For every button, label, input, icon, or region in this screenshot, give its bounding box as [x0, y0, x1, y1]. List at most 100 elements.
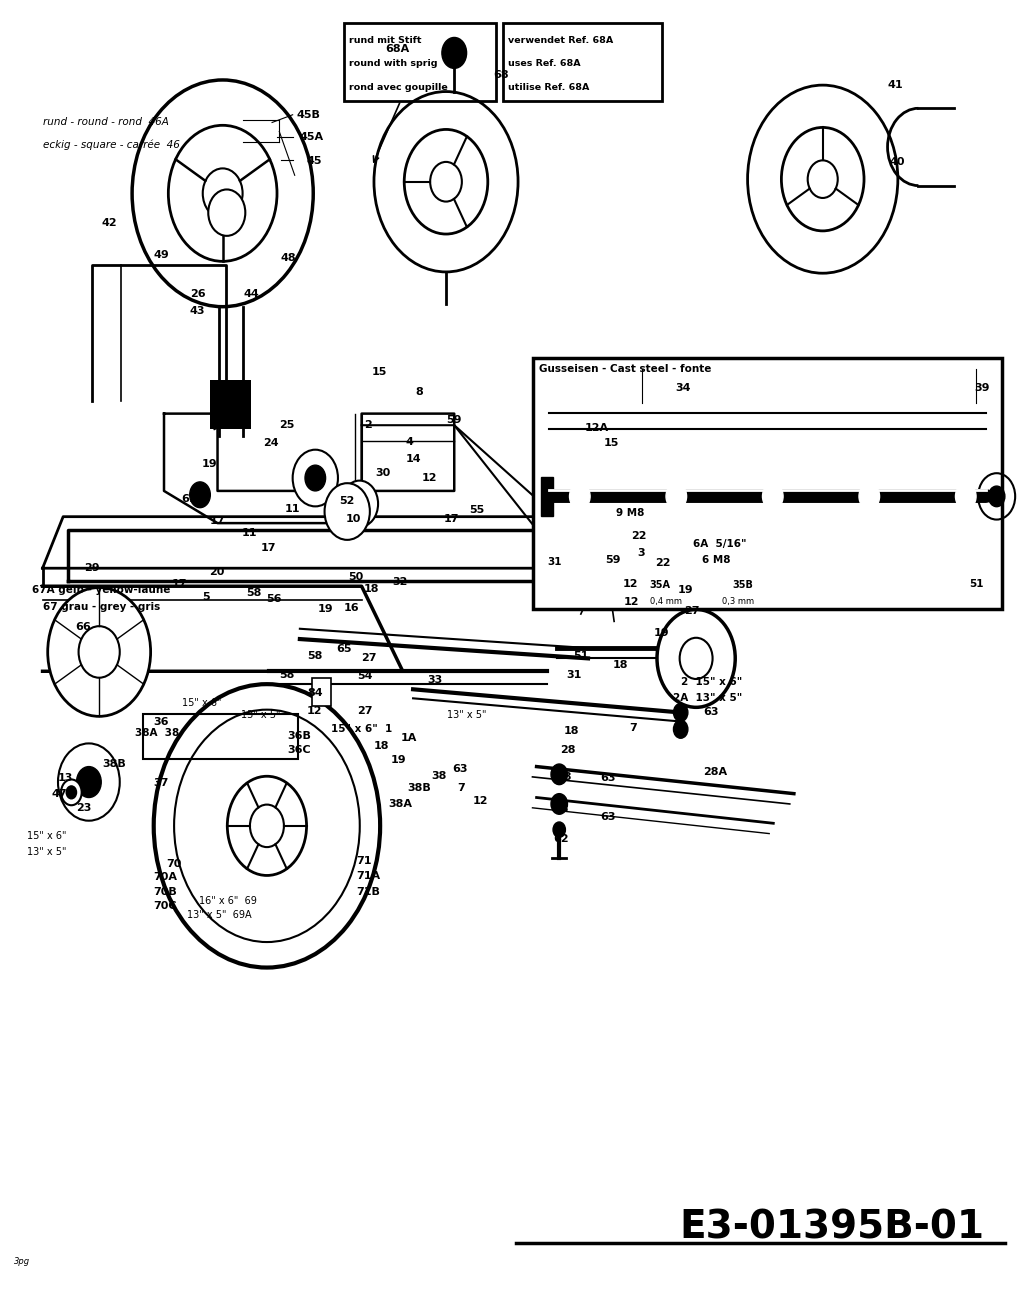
Text: 10: 10 — [346, 514, 361, 524]
Text: 35B: 35B — [732, 580, 753, 590]
Circle shape — [989, 487, 1005, 506]
Text: 2  15" x 6": 2 15" x 6" — [681, 676, 742, 687]
Text: rund - round - rond  46A: rund - round - rond 46A — [42, 117, 168, 128]
Circle shape — [47, 587, 151, 717]
Text: 4: 4 — [406, 436, 414, 447]
Text: 38B: 38B — [102, 759, 126, 769]
Text: 71B: 71B — [356, 887, 381, 896]
Circle shape — [227, 776, 307, 875]
Circle shape — [305, 465, 325, 491]
Text: 27: 27 — [357, 706, 373, 717]
Text: 18: 18 — [563, 726, 579, 736]
Text: 28A: 28A — [704, 767, 728, 777]
Text: 59: 59 — [446, 416, 461, 425]
Text: 19: 19 — [318, 604, 333, 615]
Text: round with sprig: round with sprig — [349, 59, 438, 68]
Text: 16: 16 — [344, 603, 360, 613]
Text: 13" x 5"  69A: 13" x 5" 69A — [187, 910, 251, 919]
Text: 45B: 45B — [297, 110, 321, 120]
Text: 7: 7 — [630, 723, 637, 733]
Bar — [541, 478, 553, 515]
Text: eckig - square - carrée  46: eckig - square - carrée 46 — [42, 139, 180, 150]
Text: 48: 48 — [281, 253, 296, 263]
Text: 36C: 36C — [288, 745, 311, 755]
Text: 7: 7 — [457, 784, 465, 794]
Circle shape — [208, 190, 246, 236]
Circle shape — [202, 168, 243, 218]
Text: 0,3 mm: 0,3 mm — [721, 598, 754, 607]
Text: 63: 63 — [704, 707, 719, 718]
Circle shape — [763, 484, 783, 509]
Text: 18: 18 — [554, 804, 570, 815]
Text: 12: 12 — [308, 706, 323, 717]
Text: 13" x 5": 13" x 5" — [27, 847, 67, 857]
Text: 63: 63 — [601, 812, 616, 822]
Text: 23: 23 — [76, 803, 92, 813]
Text: uses Ref. 68A: uses Ref. 68A — [508, 59, 580, 68]
Text: 41: 41 — [888, 80, 903, 90]
Text: 66: 66 — [75, 622, 91, 633]
Text: 37: 37 — [154, 778, 169, 789]
Circle shape — [430, 161, 462, 201]
Circle shape — [341, 480, 378, 527]
Text: 5: 5 — [202, 591, 209, 602]
Text: verwendet Ref. 68A: verwendet Ref. 68A — [508, 36, 613, 45]
Text: 15: 15 — [604, 438, 619, 448]
Text: 3: 3 — [638, 547, 645, 558]
Circle shape — [174, 710, 360, 942]
Text: 19: 19 — [678, 585, 694, 595]
Circle shape — [808, 160, 838, 198]
Text: 49: 49 — [154, 250, 169, 261]
Text: 29: 29 — [84, 563, 99, 573]
Bar — [344, 23, 496, 101]
Text: 9A  5/16": 9A 5/16" — [609, 492, 662, 502]
Text: 32: 32 — [392, 577, 408, 587]
Text: 58: 58 — [308, 651, 322, 661]
Text: 19: 19 — [654, 627, 670, 638]
Bar — [211, 380, 252, 429]
Text: 68: 68 — [493, 70, 509, 80]
Text: 42: 42 — [101, 218, 117, 229]
Text: 15" x 6": 15" x 6" — [182, 698, 221, 709]
Text: 20: 20 — [209, 567, 225, 577]
Text: 12: 12 — [624, 596, 640, 607]
Text: 70B: 70B — [154, 887, 178, 896]
Circle shape — [680, 638, 712, 679]
Text: 45A: 45A — [300, 132, 324, 142]
Circle shape — [325, 483, 369, 540]
Text: 45: 45 — [307, 156, 322, 167]
Text: 68A: 68A — [385, 44, 410, 54]
Text: 36B: 36B — [288, 731, 312, 741]
Text: 58: 58 — [280, 670, 295, 680]
Text: utilise Ref. 68A: utilise Ref. 68A — [508, 83, 589, 92]
Circle shape — [657, 609, 735, 707]
Circle shape — [78, 626, 120, 678]
Text: 18: 18 — [557, 772, 573, 782]
Text: 71: 71 — [356, 856, 372, 866]
Text: 70A: 70A — [154, 873, 178, 882]
Text: 14: 14 — [406, 453, 421, 463]
Text: 18: 18 — [613, 660, 628, 670]
Text: 8: 8 — [415, 387, 423, 396]
Text: 24: 24 — [263, 438, 279, 448]
Text: 16" x 6"  69: 16" x 6" 69 — [199, 896, 257, 905]
Text: 15" x 6": 15" x 6" — [27, 831, 67, 842]
Circle shape — [442, 37, 466, 68]
Text: Gusseisen - Cast steel - fonte: Gusseisen - Cast steel - fonte — [539, 364, 711, 373]
Text: 71A: 71A — [356, 871, 381, 880]
Circle shape — [956, 484, 976, 509]
Text: 36: 36 — [154, 717, 169, 727]
Text: 65: 65 — [335, 644, 351, 655]
Text: 63: 63 — [601, 773, 616, 784]
Text: 33: 33 — [427, 675, 443, 686]
Text: 6A  5/16": 6A 5/16" — [694, 538, 746, 549]
Text: 62: 62 — [553, 834, 569, 844]
Circle shape — [674, 704, 688, 722]
Circle shape — [859, 484, 879, 509]
Text: 9 M8: 9 M8 — [616, 507, 644, 518]
Text: 52: 52 — [338, 496, 354, 506]
Text: 54: 54 — [357, 671, 373, 682]
Text: 17: 17 — [261, 542, 277, 553]
Text: 59: 59 — [606, 555, 621, 565]
Text: 2: 2 — [363, 420, 372, 430]
